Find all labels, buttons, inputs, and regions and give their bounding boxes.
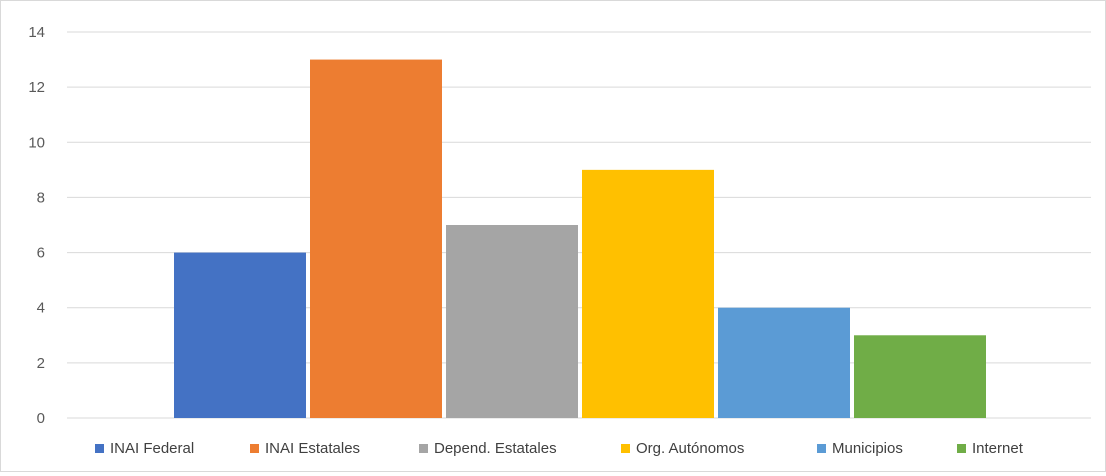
legend-label: INAI Estatales — [265, 440, 360, 457]
legend-label: Municipios — [832, 440, 903, 457]
bar-org-aut-nomos — [582, 169, 714, 418]
y-tick-label: 0 — [37, 410, 45, 427]
legend-item: Municipios — [817, 440, 903, 457]
legend: INAI Federal INAI Estatales Depend. Estata… — [95, 440, 1024, 457]
y-tick-label: 14 — [28, 24, 45, 41]
y-tick-label: 2 — [37, 355, 45, 372]
bars — [174, 59, 986, 418]
legend-item: Depend. Estatales — [419, 440, 557, 457]
legend-label: Internet — [972, 440, 1024, 457]
legend-item: INAI Federal — [95, 440, 194, 457]
legend-item: Org. Autónomos — [621, 440, 744, 457]
y-tick-label: 10 — [28, 134, 45, 151]
bar-municipios — [718, 307, 850, 418]
legend-swatch — [957, 444, 966, 453]
legend-swatch — [419, 444, 428, 453]
legend-label: Depend. Estatales — [434, 440, 557, 457]
bar-depend-estatales — [446, 225, 578, 418]
legend-swatch — [95, 444, 104, 453]
bar-internet — [854, 335, 986, 418]
legend-swatch — [621, 444, 630, 453]
y-tick-label: 6 — [37, 245, 45, 262]
y-tick-label: 4 — [37, 300, 45, 317]
bar-inai-federal — [174, 252, 306, 418]
legend-item: Internet — [957, 440, 1024, 457]
legend-swatch — [817, 444, 826, 453]
legend-swatch — [250, 444, 259, 453]
legend-label: Org. Autónomos — [636, 440, 744, 457]
y-axis-ticks: 0 2 4 6 8 10 12 14 — [28, 24, 45, 427]
y-tick-label: 12 — [28, 79, 45, 96]
legend-label: INAI Federal — [110, 440, 194, 457]
y-tick-label: 8 — [37, 189, 45, 206]
bar-inai-estatales — [310, 59, 442, 418]
legend-item: INAI Estatales — [250, 440, 360, 457]
